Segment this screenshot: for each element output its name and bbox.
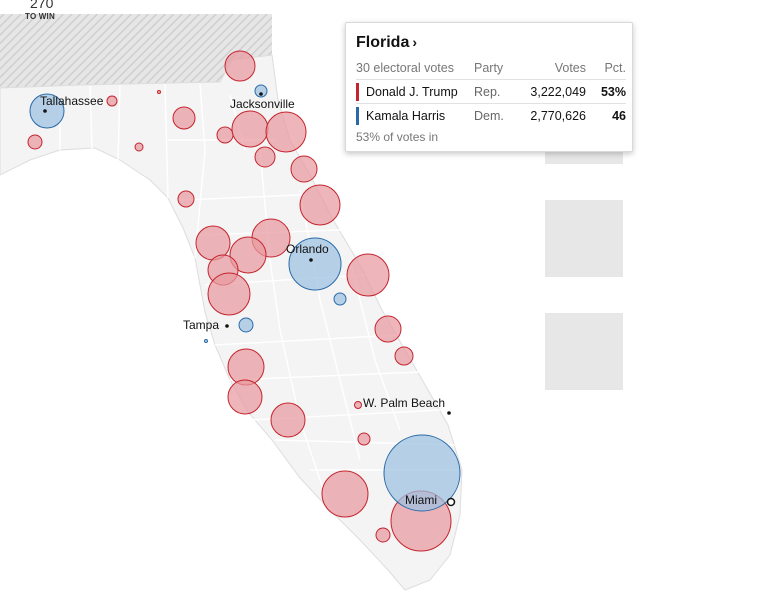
- county-bubble-rep[interactable]: [270, 402, 306, 438]
- city-label-orlando: Orlando: [286, 242, 329, 256]
- county-bubble-dem[interactable]: [204, 339, 208, 343]
- pct-column-header: Pct.: [604, 61, 626, 75]
- county-bubble-rep[interactable]: [374, 315, 402, 343]
- county-bubble-dem[interactable]: [383, 434, 461, 512]
- county-bubble-rep[interactable]: [27, 134, 43, 150]
- city-dot-tallahassee: [43, 109, 47, 113]
- county-bubble-rep[interactable]: [177, 190, 195, 208]
- county-bubble-rep[interactable]: [394, 346, 414, 366]
- state-title-link[interactable]: Florida ›: [356, 34, 417, 52]
- city-label-miami: Miami: [405, 493, 437, 507]
- candidate-party: Dem.: [474, 103, 530, 127]
- gray-box-2: [545, 200, 623, 277]
- candidate-row: Donald J. Trump Rep. 3,222,049 53%: [356, 79, 626, 104]
- candidate-name: Kamala Harris: [366, 108, 446, 123]
- city-label-tallahassee: Tallahassee: [40, 94, 104, 108]
- candidate-party: Rep.: [474, 79, 530, 104]
- county-bubble-dem[interactable]: [254, 84, 268, 98]
- county-bubble-dem[interactable]: [333, 292, 347, 306]
- candidate-row: Kamala Harris Dem. 2,770,626 46: [356, 103, 626, 127]
- chevron-right-icon: ›: [412, 34, 418, 50]
- city-label-jacksonville: Jacksonville: [230, 97, 295, 111]
- city-dot-tampa: [225, 324, 229, 328]
- state-name: Florida: [356, 34, 410, 51]
- results-table: 30 electoral votes Party Votes Pct. Dona…: [356, 57, 626, 127]
- state-results-tooltip: Florida › 30 electoral votes Party Votes …: [345, 22, 633, 152]
- county-bubble-dem[interactable]: [29, 93, 65, 129]
- county-bubble-rep[interactable]: [224, 50, 256, 82]
- city-label-tampa: Tampa: [183, 318, 220, 332]
- county-bubble-rep[interactable]: [216, 126, 234, 144]
- gray-box-3: [545, 313, 623, 390]
- county-bubble-rep[interactable]: [157, 90, 161, 94]
- city-dot-palm-beach: [447, 411, 451, 415]
- neighbor-state-hatched: [0, 14, 272, 88]
- county-bubble-rep[interactable]: [134, 142, 144, 152]
- county-bubble-rep[interactable]: [172, 106, 196, 130]
- city-label-palm-beach: W. Palm Beach: [363, 396, 446, 410]
- candidate-pct: 53%: [586, 79, 626, 104]
- county-bubble-rep[interactable]: [346, 253, 390, 297]
- candidate-votes: 2,770,626: [530, 103, 586, 127]
- party-column-header: Party: [474, 61, 504, 75]
- city-dot-miami: [446, 497, 456, 507]
- county-bubble-dem[interactable]: [288, 237, 342, 291]
- reporting-status: 53% of votes in: [356, 130, 439, 144]
- county-bubble-rep[interactable]: [357, 432, 371, 446]
- county-bubble-rep[interactable]: [207, 272, 251, 316]
- city-dot-jacksonville: [259, 92, 263, 96]
- candidate-pct: 46: [586, 103, 626, 127]
- party-color-bar: [356, 83, 359, 101]
- county-bubble-rep[interactable]: [265, 111, 307, 153]
- county-bubble-rep[interactable]: [106, 95, 118, 107]
- city-dot-orlando: [309, 258, 313, 262]
- candidate-votes: 3,222,049: [530, 79, 586, 104]
- results-header-row: 30 electoral votes Party Votes Pct.: [356, 57, 626, 80]
- win-label: TO WIN: [25, 12, 55, 21]
- county-bubble-rep[interactable]: [299, 184, 341, 226]
- party-color-bar: [356, 107, 359, 125]
- county-bubble-rep[interactable]: [354, 401, 362, 409]
- county-bubble-rep[interactable]: [290, 155, 318, 183]
- county-bubble-dem[interactable]: [238, 317, 254, 333]
- county-bubble-rep[interactable]: [254, 146, 276, 168]
- county-bubble-rep[interactable]: [321, 470, 369, 518]
- city-dots: [43, 92, 451, 415]
- win-number: 270: [30, 0, 54, 11]
- candidate-name: Donald J. Trump: [366, 84, 458, 99]
- votes-column-header: Votes: [554, 61, 586, 75]
- county-bubble-rep[interactable]: [229, 236, 267, 274]
- county-bubble-rep[interactable]: [231, 110, 269, 148]
- dem-bubbles: [29, 84, 461, 512]
- county-bubble-rep[interactable]: [375, 527, 391, 543]
- county-bubble-rep[interactable]: [227, 379, 263, 415]
- electoral-votes-label: 30 electoral votes: [356, 61, 454, 75]
